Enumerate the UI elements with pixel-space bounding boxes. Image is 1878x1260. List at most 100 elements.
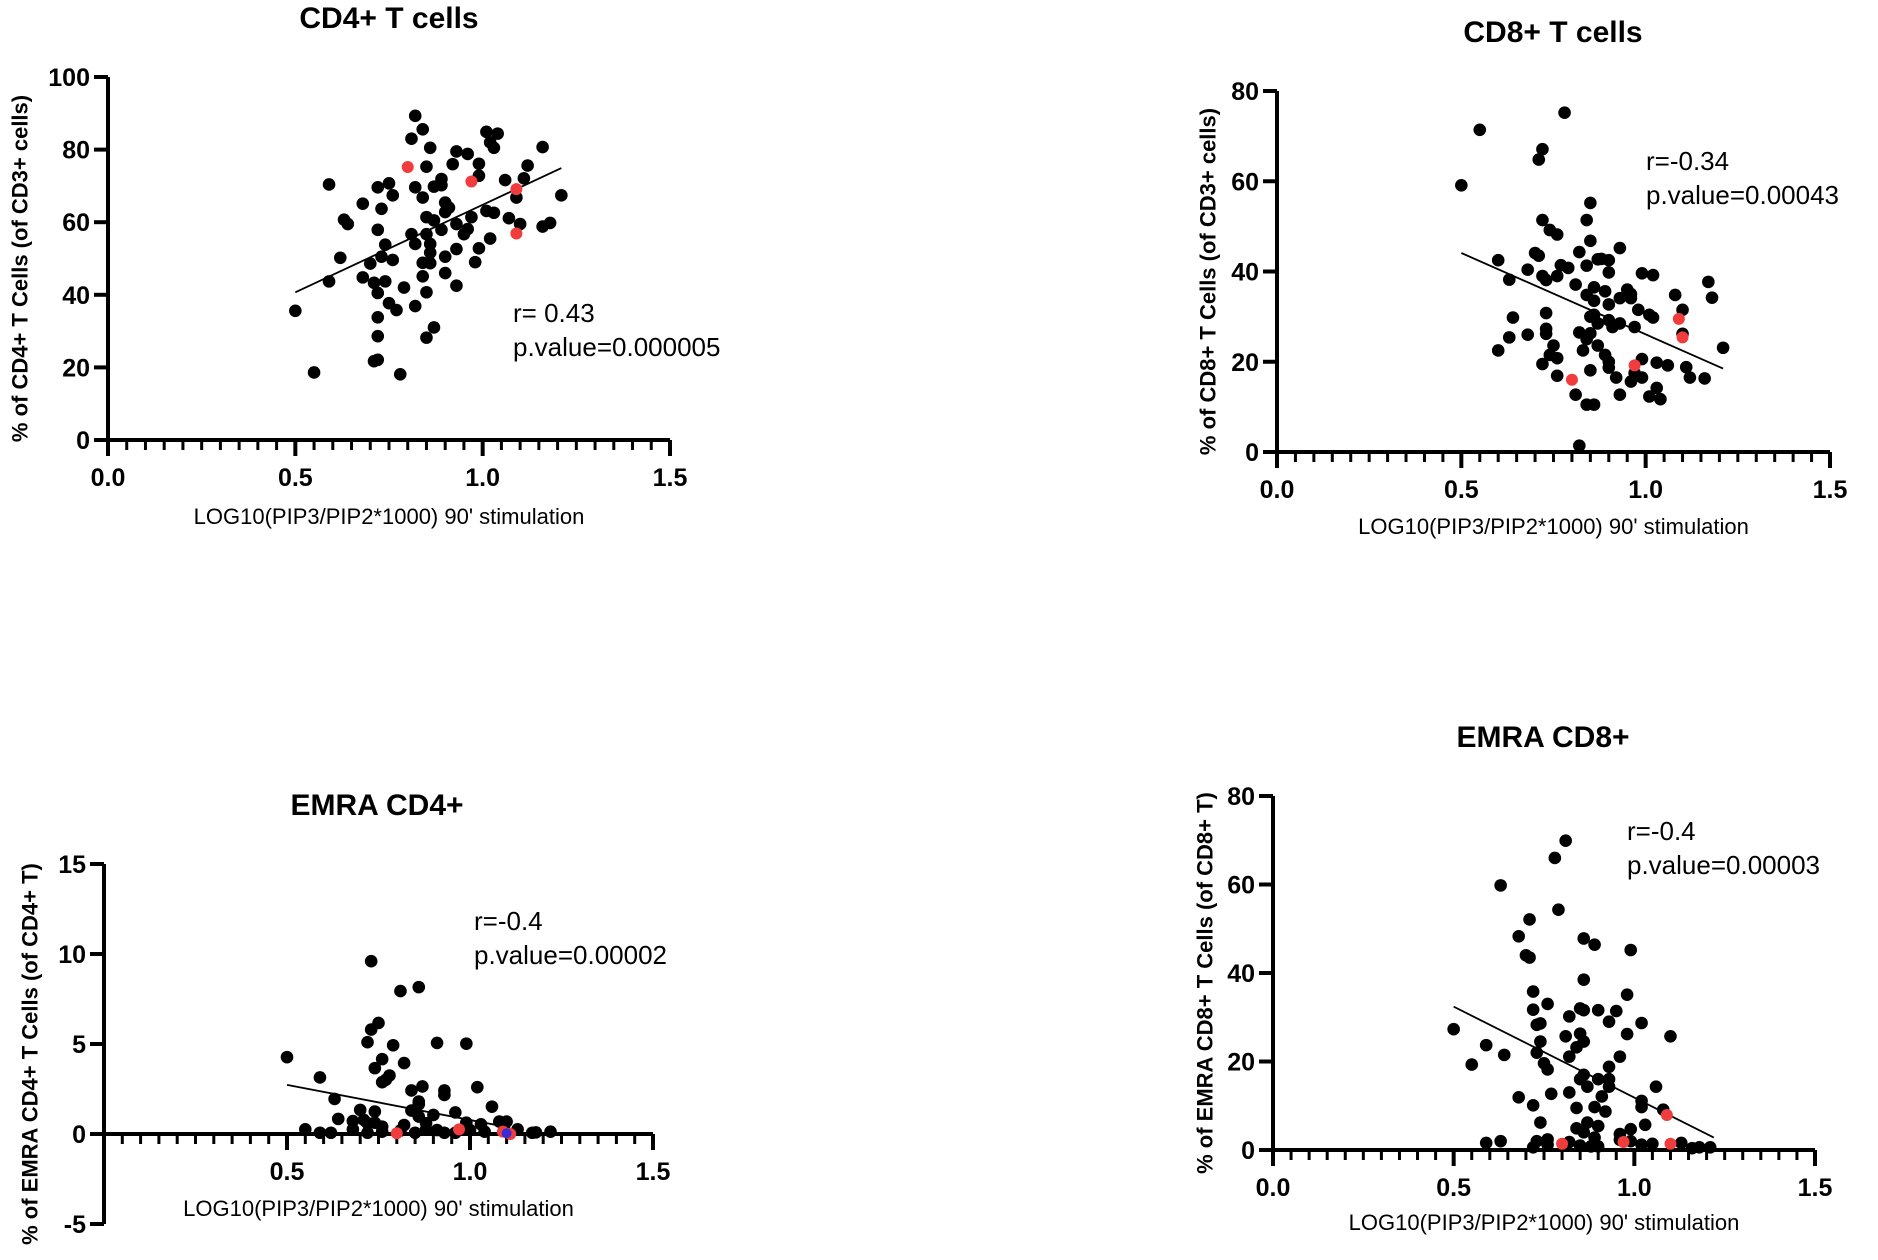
- data-point: [465, 210, 478, 224]
- x-tick-label: 0.5: [278, 464, 313, 492]
- data-point: [521, 159, 534, 172]
- data-point: [450, 242, 463, 256]
- data-point: [427, 1108, 440, 1122]
- data-point: [1602, 1080, 1616, 1094]
- data-point: [420, 285, 433, 299]
- data-point: [408, 109, 422, 123]
- data-point: [463, 1123, 477, 1137]
- x-tick-label: 0.0: [91, 464, 126, 492]
- x-tick-label: 1.0: [465, 464, 500, 492]
- data-point: [1650, 356, 1664, 369]
- data-point: [1716, 341, 1730, 355]
- data-point: [450, 279, 463, 293]
- data-point: [423, 256, 437, 270]
- data-point: [450, 145, 463, 158]
- data-point: [442, 201, 456, 214]
- data-point: [1570, 1041, 1583, 1054]
- data-point: [386, 189, 400, 202]
- data-point: [419, 1123, 433, 1136]
- y-tick-label: 100: [48, 64, 90, 92]
- data-point: [1562, 1050, 1576, 1063]
- data-point: [1526, 1099, 1540, 1112]
- data-point: [1661, 359, 1675, 372]
- data-point: [408, 181, 422, 194]
- data-point: [1628, 320, 1641, 334]
- data-point: [1602, 298, 1616, 311]
- data-point: [1523, 913, 1536, 926]
- data-point: [1613, 1050, 1627, 1063]
- data-point: [1580, 332, 1593, 346]
- data-point: [1559, 1029, 1572, 1043]
- chart-title: EMRA CD4+: [290, 789, 463, 822]
- data-point: [408, 1126, 422, 1140]
- data-point: [1539, 273, 1553, 287]
- data-point: [1506, 311, 1520, 324]
- data-point: [543, 216, 557, 230]
- y-axis-label: % of EMRA CD4+ T Cells (of CD4+ T): [18, 863, 43, 1245]
- y-tick-label: 80: [1227, 783, 1255, 811]
- data-point: [405, 132, 418, 146]
- correlation-r-label: r= 0.43: [513, 298, 595, 328]
- data-point: [1624, 1122, 1638, 1136]
- data-point: [461, 222, 474, 236]
- y-tick-label: 15: [58, 851, 86, 879]
- data-point: [1539, 327, 1553, 341]
- data-point: [1635, 1016, 1648, 1030]
- data-point-highlight-blue: [501, 1128, 512, 1139]
- y-tick-label: 20: [1231, 349, 1259, 377]
- data-point: [427, 214, 441, 227]
- data-point: [1521, 263, 1534, 276]
- data-point: [1650, 381, 1664, 395]
- data-point: [1595, 1090, 1609, 1103]
- data-point: [1491, 344, 1505, 357]
- x-tick-label: 1.5: [1813, 476, 1848, 504]
- data-point: [1602, 253, 1616, 267]
- data-point: [1550, 228, 1564, 241]
- data-point: [393, 367, 407, 381]
- data-point: [1562, 1010, 1576, 1023]
- data-point: [1532, 153, 1546, 166]
- y-tick-label: 40: [1231, 259, 1259, 287]
- data-point: [1591, 1003, 1605, 1017]
- data-point: [390, 303, 403, 317]
- data-point: [1638, 1118, 1652, 1132]
- y-tick-label: 0: [1241, 1137, 1255, 1165]
- data-point: [1577, 932, 1591, 945]
- data-point: [438, 1126, 451, 1140]
- data-point: [364, 954, 378, 968]
- data-point: [1561, 261, 1575, 275]
- chart-panel-1: CD4+ T cells 0.0 0.5 1.0 1.5 0 20 40 60 80 100 LOG1…: [8, 2, 721, 529]
- data-point: [1591, 1140, 1605, 1153]
- data-point: [1536, 357, 1549, 371]
- y-tick-label: 0: [76, 427, 90, 455]
- data-point: [313, 1126, 327, 1140]
- y-tick-label: 80: [62, 137, 90, 165]
- data-point: [371, 329, 385, 343]
- data-point: [1465, 1058, 1479, 1071]
- data-point: [1544, 1087, 1558, 1101]
- data-point-highlight-red: [1664, 1137, 1677, 1150]
- data-point: [1559, 834, 1572, 847]
- y-tick-label: 20: [1227, 1049, 1255, 1077]
- data-point: [299, 1123, 312, 1136]
- data-point: [544, 1125, 557, 1138]
- data-point: [1577, 1126, 1591, 1139]
- data-point: [375, 1052, 389, 1066]
- data-point: [333, 251, 347, 265]
- data-point: [438, 1088, 451, 1102]
- data-point: [1479, 1136, 1493, 1150]
- data-point: [1646, 311, 1660, 324]
- data-point-highlight-red: [453, 1123, 466, 1136]
- data-point: [307, 366, 321, 379]
- data-point: [363, 257, 377, 270]
- data-point: [378, 275, 392, 288]
- data-point: [397, 1056, 411, 1070]
- data-point: [435, 223, 448, 237]
- data-point: [1591, 1119, 1605, 1133]
- data-point: [430, 1036, 444, 1050]
- data-point-highlight-red: [1617, 1136, 1630, 1149]
- y-tick-label: 20: [62, 354, 90, 382]
- data-point: [1581, 1080, 1594, 1094]
- data-point: [1599, 1105, 1612, 1118]
